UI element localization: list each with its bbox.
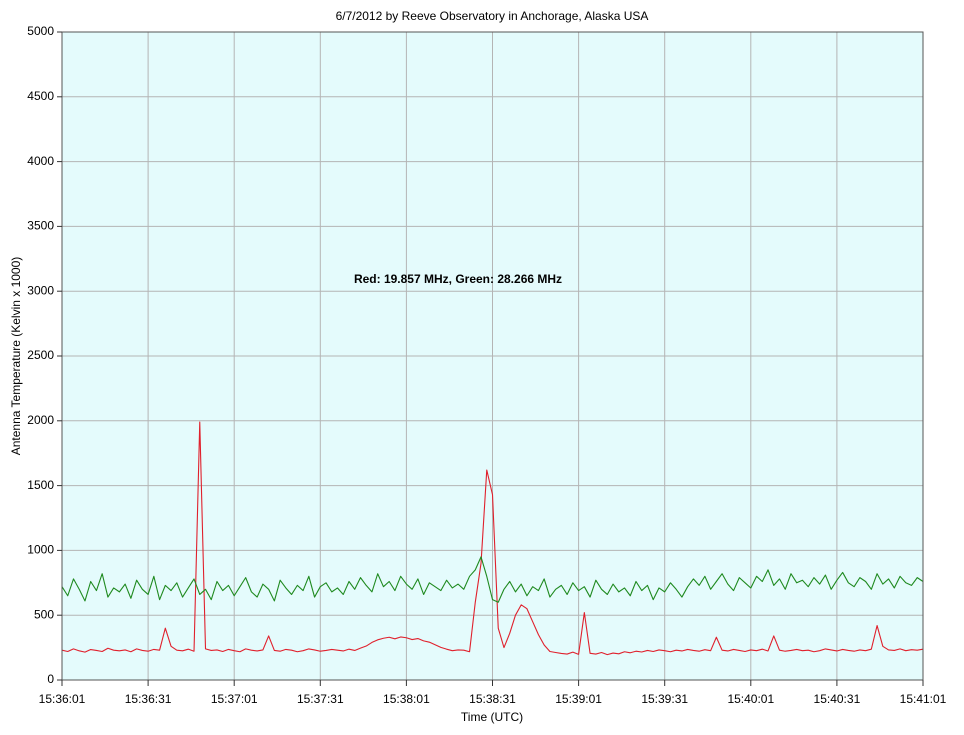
y-tick-label: 3000 [27, 283, 54, 297]
x-tick-label: 15:39:01 [555, 692, 602, 706]
y-tick-label: 1000 [27, 543, 54, 557]
x-tick-label: 15:39:31 [641, 692, 688, 706]
y-tick-label: 4500 [27, 89, 54, 103]
chart-title: 6/7/2012 by Reeve Observatory in Anchora… [336, 9, 649, 23]
y-axis-label: Antenna Temperature (Kelvin x 1000) [9, 257, 23, 456]
x-tick-label: 15:38:01 [383, 692, 430, 706]
y-tick-label: 4000 [27, 154, 54, 168]
x-tick-label: 15:40:31 [814, 692, 861, 706]
y-tick-label: 5000 [27, 24, 54, 38]
x-tick-label: 15:36:31 [125, 692, 172, 706]
series-line [61, 556, 924, 603]
x-axis-label: Time (UTC) [461, 710, 523, 724]
x-tick-label: 15:37:31 [297, 692, 344, 706]
x-tick-label: 15:37:01 [211, 692, 258, 706]
x-tick-label: 15:40:01 [727, 692, 774, 706]
x-tick-label: 15:41:01 [900, 692, 947, 706]
series-line [61, 421, 924, 656]
x-tick-label: 15:36:01 [39, 692, 86, 706]
y-tick-label: 2500 [27, 348, 54, 362]
y-tick-label: 0 [47, 672, 54, 686]
annotation: Red: 19.857 MHz, Green: 28.266 MHz [354, 272, 562, 286]
x-tick-label: 15:38:31 [469, 692, 516, 706]
y-tick-label: 500 [34, 607, 54, 621]
y-tick-label: 1500 [27, 478, 54, 492]
y-tick-label: 2000 [27, 413, 54, 427]
y-tick-label: 3500 [27, 219, 54, 233]
